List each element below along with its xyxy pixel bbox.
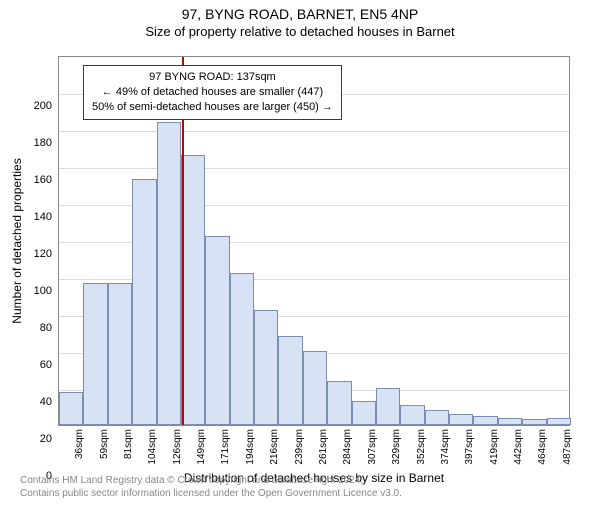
y-tick-label: 160 [18,174,52,186]
x-tick-label: 397sqm [464,429,475,465]
page-subtitle: Size of property relative to detached ho… [0,24,600,39]
histogram-bar [108,283,132,425]
annotation-line: ← 49% of detached houses are smaller (44… [92,85,333,100]
histogram-bar [59,392,83,425]
histogram-chart: Number of detached properties 97 BYNG RO… [58,56,570,426]
y-tick-label: 140 [18,211,52,223]
histogram-bar [327,381,351,425]
x-tick-label: 239sqm [294,429,305,465]
histogram-bar [376,388,400,425]
histogram-bar [425,410,449,425]
x-tick-label: 284sqm [342,429,353,465]
y-tick-label: 100 [18,285,52,297]
x-tick-label: 171sqm [220,429,231,465]
histogram-bar [132,179,156,425]
plot-area: 97 BYNG ROAD: 137sqm← 49% of detached ho… [58,56,570,426]
x-tick-label: 307sqm [367,429,378,465]
x-tick-label: 104sqm [147,429,158,465]
histogram-bar [473,416,497,425]
histogram-bar [547,418,571,425]
grid-line [59,131,569,132]
annotation-box: 97 BYNG ROAD: 137sqm← 49% of detached ho… [83,65,342,120]
x-tick-label: 36sqm [74,429,85,459]
histogram-bar [181,155,205,425]
y-tick-label: 40 [18,396,52,408]
histogram-bar [278,336,302,425]
histogram-bar [83,283,107,425]
x-tick-label: 216sqm [269,429,280,465]
x-tick-label: 126sqm [172,429,183,465]
y-tick-label: 80 [18,322,52,334]
page-title: 97, BYNG ROAD, BARNET, EN5 4NP [0,6,600,22]
x-tick-label: 374sqm [440,429,451,465]
x-tick-label: 419sqm [489,429,500,465]
histogram-bar [254,310,278,425]
footer-line: Contains public sector information licen… [20,487,402,500]
grid-line [59,168,569,169]
histogram-bar [449,414,473,425]
histogram-bar [230,273,254,425]
x-tick-label: 442sqm [513,429,524,465]
y-tick-label: 200 [18,100,52,112]
x-tick-label: 329sqm [391,429,402,465]
x-tick-label: 194sqm [245,429,256,465]
annotation-line: 50% of semi-detached houses are larger (… [92,100,333,115]
attribution-footer: Contains HM Land Registry data © Crown c… [20,474,402,500]
y-tick-label: 180 [18,137,52,149]
y-tick-label: 60 [18,359,52,371]
footer-line: Contains HM Land Registry data © Crown c… [20,474,402,487]
x-tick-label: 261sqm [318,429,329,465]
x-tick-label: 352sqm [416,429,427,465]
histogram-bar [522,419,546,425]
annotation-line: 97 BYNG ROAD: 137sqm [92,70,333,85]
x-tick-label: 149sqm [196,429,207,465]
histogram-bar [205,236,229,425]
histogram-bar [498,418,522,425]
histogram-bar [352,401,376,425]
histogram-bar [400,405,424,425]
x-tick-label: 59sqm [99,429,110,459]
y-tick-label: 120 [18,248,52,260]
x-tick-label: 464sqm [537,429,548,465]
x-tick-label: 81sqm [123,429,134,459]
y-tick-label: 20 [18,433,52,445]
histogram-bar [303,351,327,425]
x-tick-label: 487sqm [562,429,573,465]
histogram-bar [157,122,181,425]
